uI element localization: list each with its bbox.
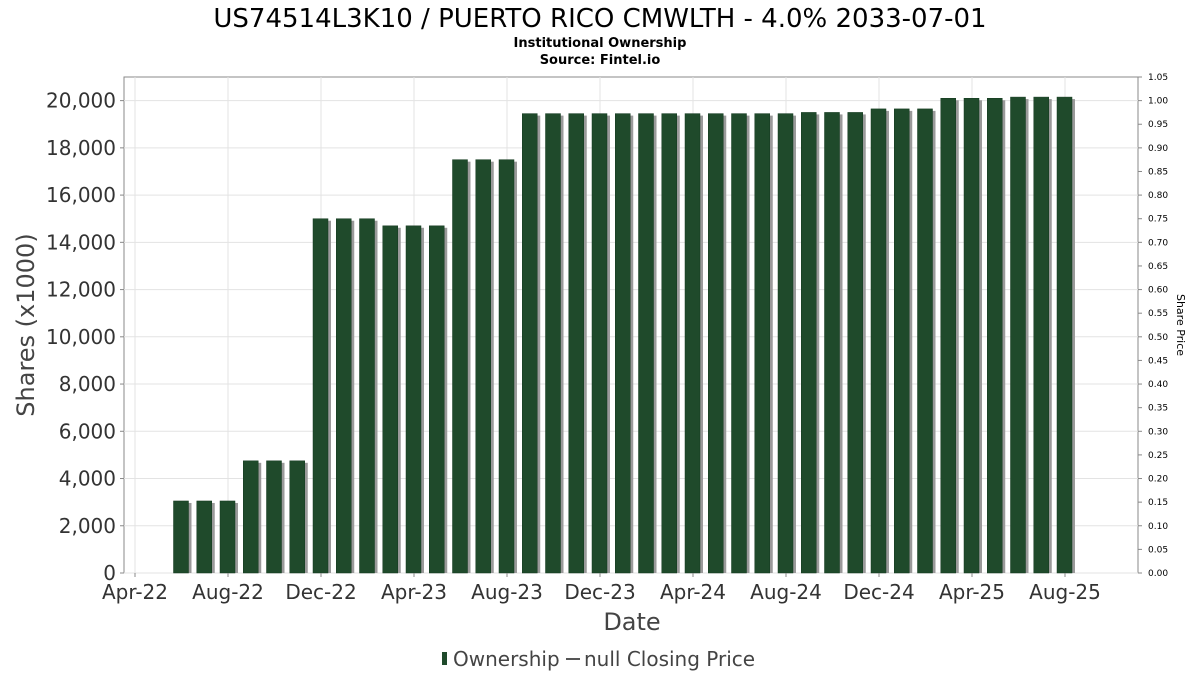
- bar: [731, 113, 747, 574]
- bars: [173, 96, 1075, 574]
- y-tick-label: 14,000: [46, 230, 116, 254]
- y2-tick-label: 0.35: [1148, 404, 1168, 414]
- y-tick-label: 10,000: [46, 325, 116, 349]
- bar: [219, 500, 236, 574]
- y2-tick-label: 0.65: [1148, 262, 1168, 272]
- x-tick-label: Dec-22: [285, 580, 356, 604]
- bar: [824, 112, 840, 574]
- x-axis-ticks: Apr-22 Aug-22 Dec-22 Apr-23 Aug-23 Dec-23 Apr-…: [102, 573, 1101, 604]
- bar: [963, 98, 980, 574]
- y-tick-label: 2,000: [59, 514, 116, 538]
- bar: [475, 159, 491, 574]
- y-tick-label: 12,000: [46, 278, 116, 302]
- bar: [987, 98, 1003, 574]
- y-tick-label: 8,000: [59, 372, 116, 396]
- y-tick-label: 6,000: [59, 419, 116, 443]
- y2-tick-label: 0.80: [1148, 191, 1168, 201]
- legend-ownership-swatch: [442, 652, 447, 665]
- y2-tick-label: 0.20: [1148, 475, 1168, 485]
- bar: [289, 460, 305, 574]
- bar: [777, 113, 794, 574]
- y2-tick-label: 0.30: [1148, 427, 1168, 437]
- y2-axis-label: Share Price: [1174, 294, 1187, 356]
- bar: [1010, 96, 1026, 574]
- bar: [661, 113, 677, 574]
- x-axis-label: Date: [603, 608, 660, 636]
- y2-tick-label: 0.50: [1148, 333, 1168, 343]
- x-tick-label: Apr-25: [939, 580, 1005, 604]
- bar: [498, 159, 515, 574]
- y-tick-label: 18,000: [46, 136, 116, 160]
- y2-tick-label: 0.60: [1148, 286, 1168, 296]
- bar: [615, 113, 631, 574]
- bar: [243, 460, 259, 574]
- bar: [568, 113, 584, 574]
- y2-tick-label: 0.90: [1148, 144, 1168, 154]
- y2-tick-label: 0.75: [1148, 215, 1168, 225]
- legend-price-label: null Closing Price: [584, 647, 755, 671]
- y2-axis-ticks: 0.00 0.05 0.10 0.15 0.20 0.25 0.30 0.35 0.40 0.45…: [1138, 73, 1168, 579]
- bar: [1056, 96, 1073, 574]
- bar: [940, 98, 956, 574]
- x-tick-label: Aug-25: [1029, 580, 1101, 604]
- x-tick-label: Aug-23: [471, 580, 543, 604]
- bar: [173, 500, 189, 574]
- y2-tick-label: 0.25: [1148, 451, 1168, 461]
- x-tick-label: Apr-23: [381, 580, 447, 604]
- y2-tick-label: 0.00: [1148, 569, 1168, 579]
- bar: [429, 225, 445, 574]
- bar: [847, 112, 863, 574]
- bar: [894, 108, 910, 574]
- y2-tick-label: 1.05: [1148, 73, 1168, 83]
- y-tick-label: 0: [103, 561, 116, 585]
- bar: [1033, 96, 1049, 574]
- y-axis-label: Shares (x1000): [12, 233, 40, 416]
- y2-tick-label: 1.00: [1148, 97, 1168, 107]
- y-axis-ticks: 0 2,000 4,000 6,000 8,000 10,000 12,000 14,000 1…: [46, 89, 124, 585]
- bar: [266, 460, 282, 574]
- bar: [638, 113, 654, 574]
- bar: [801, 112, 817, 574]
- y2-tick-label: 0.45: [1148, 356, 1168, 366]
- y-tick-label: 16,000: [46, 183, 116, 207]
- bar: [870, 108, 887, 574]
- x-tick-label: Dec-23: [564, 580, 635, 604]
- legend-ownership-label: Ownership: [453, 647, 560, 671]
- bar: [684, 113, 701, 574]
- y2-tick-label: 0.05: [1148, 545, 1168, 555]
- bar: [591, 113, 608, 574]
- x-tick-label: Apr-24: [660, 580, 726, 604]
- bar: [359, 218, 375, 574]
- bar: [522, 113, 538, 574]
- y2-tick-label: 0.70: [1148, 238, 1168, 248]
- x-tick-label: Aug-24: [750, 580, 822, 604]
- y2-tick-label: 0.55: [1148, 309, 1168, 319]
- bar: [336, 218, 352, 574]
- x-tick-label: Dec-24: [843, 580, 914, 604]
- bar: [196, 500, 212, 574]
- bar: [382, 225, 398, 574]
- x-tick-label: Apr-22: [102, 580, 168, 604]
- y2-tick-label: 0.95: [1148, 120, 1168, 130]
- bar: [452, 159, 468, 574]
- y-tick-label: 4,000: [59, 467, 116, 491]
- y2-tick-label: 0.15: [1148, 498, 1168, 508]
- chart-subtitle-1: Institutional Ownership: [514, 36, 687, 51]
- bar: [708, 113, 724, 574]
- y2-tick-label: 0.40: [1148, 380, 1168, 390]
- x-tick-label: Aug-22: [192, 580, 264, 604]
- chart-title: US74514L3K10 / PUERTO RICO CMWLTH - 4.0%…: [213, 4, 986, 34]
- bar: [545, 113, 561, 574]
- y2-tick-label: 0.10: [1148, 522, 1168, 532]
- bar: [754, 113, 770, 574]
- y-tick-label: 20,000: [46, 89, 116, 113]
- bar: [405, 225, 422, 574]
- bar: [312, 218, 329, 574]
- y2-tick-label: 0.85: [1148, 167, 1168, 177]
- legend: Ownership null Closing Price: [442, 647, 755, 671]
- chart-subtitle-2: Source: Fintel.io: [540, 53, 661, 68]
- bar: [917, 108, 933, 574]
